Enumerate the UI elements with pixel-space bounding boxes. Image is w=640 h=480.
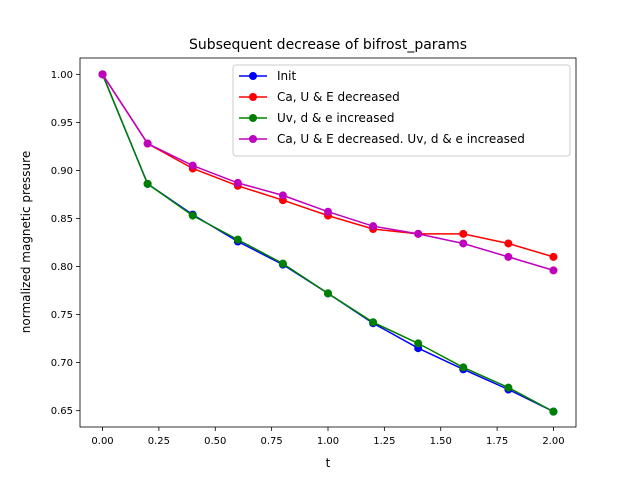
x-axis-label: t xyxy=(326,456,331,470)
series-4-point-4 xyxy=(233,178,242,187)
series-4-point-11 xyxy=(549,266,558,275)
x-tick-label: 0.75 xyxy=(261,436,283,447)
series-4-point-3 xyxy=(188,161,197,170)
series-3-point-3 xyxy=(188,211,197,220)
legend-box xyxy=(232,64,571,157)
y-axis-label: normalized magnetic pressure xyxy=(19,151,33,333)
series-2-point-9 xyxy=(459,229,468,238)
legend-label-1: Init xyxy=(277,69,296,83)
series-4-point-6 xyxy=(324,207,332,216)
series-4-point-7 xyxy=(369,222,378,231)
legend-label-2: Ca, U & E decreased xyxy=(277,90,400,104)
series-3-point-2 xyxy=(143,179,152,188)
x-tick-label: 2.00 xyxy=(542,436,564,447)
y-tick-label: 0.80 xyxy=(51,262,73,273)
x-tick-label: 0.00 xyxy=(91,436,113,447)
series-3-point-11 xyxy=(549,407,558,416)
series-4-point-10 xyxy=(504,252,513,261)
x-tick-label: 0.50 xyxy=(204,436,226,447)
series-2-point-10 xyxy=(504,239,513,248)
series-3-point-9 xyxy=(459,363,468,372)
series-4-point-9 xyxy=(459,239,468,248)
y-tick-label: 0.70 xyxy=(51,358,73,369)
series-3-point-4 xyxy=(233,235,242,244)
x-tick-label: 1.75 xyxy=(486,436,508,447)
legend-marker-3 xyxy=(249,114,257,122)
series-3-point-8 xyxy=(414,339,423,348)
chart-title: Subsequent decrease of bifrost_params xyxy=(189,37,467,53)
legend-label-4: Ca, U & E decreased. Uv, d & e increased xyxy=(277,132,525,146)
series-2-point-11 xyxy=(549,252,558,261)
series-3-point-7 xyxy=(369,318,378,327)
y-tick-label: 0.85 xyxy=(51,214,73,225)
legend-marker-4 xyxy=(249,135,257,143)
x-tick-label: 1.00 xyxy=(317,436,339,447)
x-tick-label: 0.25 xyxy=(148,436,170,447)
x-tick-label: 1.50 xyxy=(430,436,452,447)
legend-marker-2 xyxy=(249,93,257,101)
legend: Init Ca, U & E decreased Uv, d & e increas… xyxy=(232,64,571,157)
series-3-point-10 xyxy=(504,383,513,392)
y-tick-label: 0.65 xyxy=(51,406,73,417)
series-4-point-2 xyxy=(143,139,152,148)
y-tick-label: 0.95 xyxy=(51,118,73,129)
legend-label-3: Uv, d & e increased xyxy=(277,111,395,125)
plot-area: 0.00 0.25 0.50 0.75 1.00 1.25 1.50 1.75 2.00 0.65… xyxy=(51,57,577,447)
y-tick-label: 0.75 xyxy=(51,310,73,321)
x-tick-label: 1.25 xyxy=(373,436,395,447)
legend-marker-1 xyxy=(249,72,257,80)
y-tick-label: 0.90 xyxy=(51,166,73,177)
series-4-point-8 xyxy=(414,229,423,238)
series-3-point-6 xyxy=(324,289,332,298)
series-4-point-1 xyxy=(98,70,107,79)
series-3-point-5 xyxy=(278,259,287,268)
y-tick-label: 1.00 xyxy=(51,70,73,81)
series-4-point-5 xyxy=(278,191,287,200)
